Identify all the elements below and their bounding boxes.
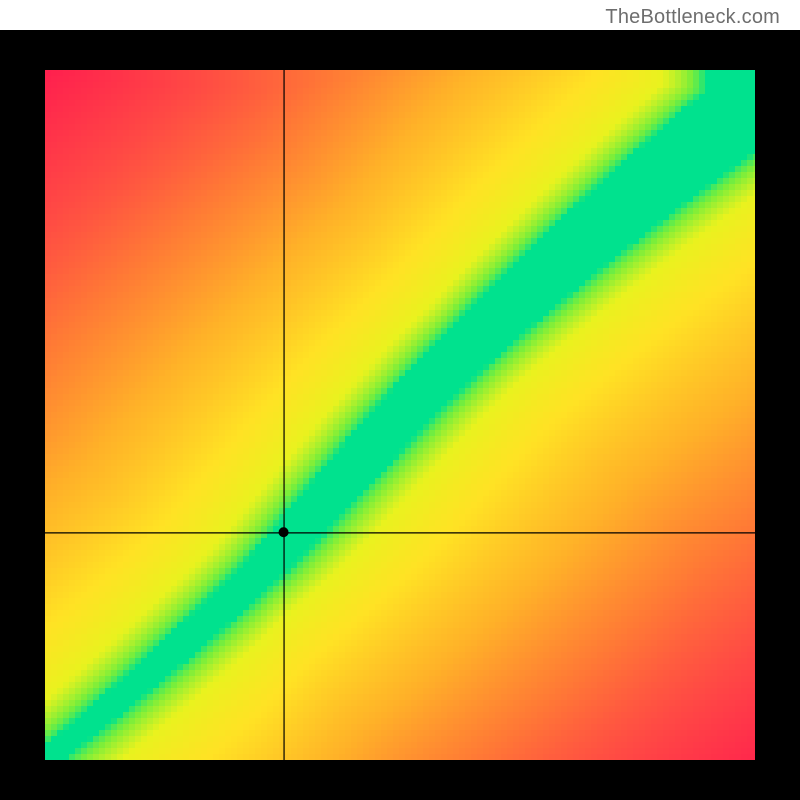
bottleneck-heatmap: [45, 70, 755, 760]
watermark-text: TheBottleneck.com: [605, 6, 780, 29]
